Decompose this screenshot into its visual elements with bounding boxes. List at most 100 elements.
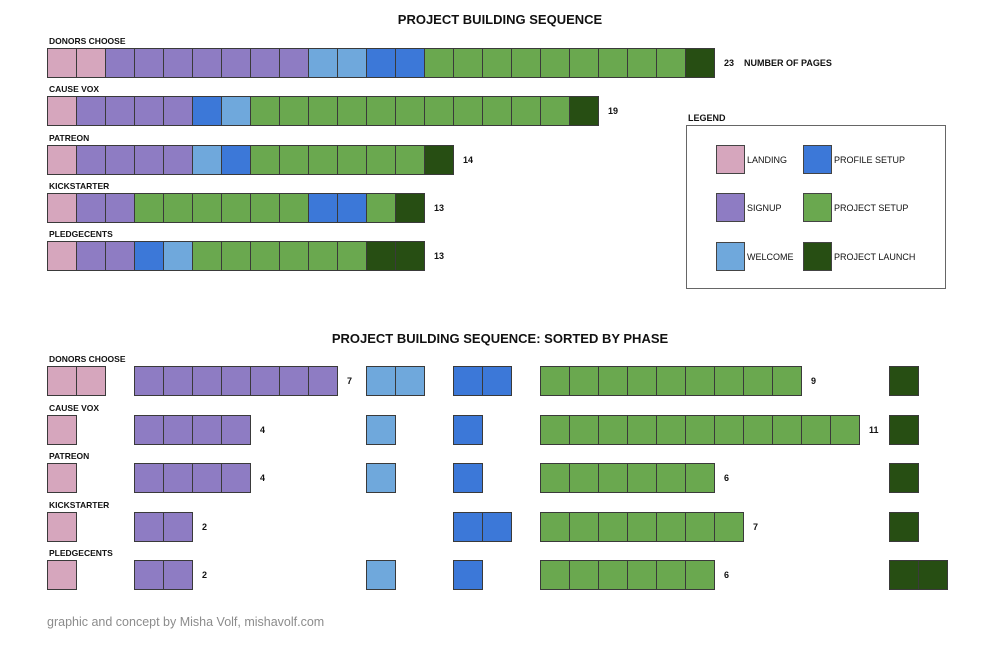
legend-swatch-welcome	[716, 242, 745, 271]
row-label: PLEDGECENTS	[49, 548, 113, 558]
page-cell-signup	[134, 415, 164, 445]
page-cell-project-setup	[598, 512, 628, 542]
legend-item-project-launch: PROJECT LAUNCH	[803, 242, 915, 271]
page-cell-project-setup	[569, 366, 599, 396]
legend-item-welcome: WELCOME	[716, 242, 794, 271]
page-cell-profile-setup	[453, 463, 483, 493]
page-cell-project-setup	[192, 241, 222, 271]
page-cell-project-setup	[453, 48, 483, 78]
page-cell-signup	[192, 366, 222, 396]
page-cell-profile-setup	[482, 512, 512, 542]
page-cell-landing	[47, 366, 77, 396]
page-cell-project-launch	[685, 48, 715, 78]
page-cell-project-setup	[279, 96, 309, 126]
page-cell-landing	[47, 512, 77, 542]
page-cell-project-setup	[250, 96, 280, 126]
phase-count-signup: 4	[260, 425, 265, 435]
page-cell-project-setup	[366, 96, 396, 126]
page-cell-project-setup	[395, 145, 425, 175]
page-cell-project-setup	[627, 415, 657, 445]
page-cell-signup	[105, 145, 135, 175]
page-cell-project-setup	[337, 96, 367, 126]
row-label: DONORS CHOOSE	[49, 36, 126, 46]
page-cell-landing	[76, 48, 106, 78]
page-cell-project-setup	[540, 366, 570, 396]
page-cell-project-setup	[569, 512, 599, 542]
page-cell-project-setup	[569, 415, 599, 445]
page-cell-project-setup	[598, 366, 628, 396]
page-cell-project-setup	[627, 560, 657, 590]
row-label: CAUSE VOX	[49, 84, 99, 94]
page-cell-project-setup	[424, 96, 454, 126]
page-cell-project-setup	[743, 366, 773, 396]
phase-count-project-setup: 9	[811, 376, 816, 386]
page-cell-project-setup	[540, 463, 570, 493]
phase-count-signup: 4	[260, 473, 265, 483]
page-cell-project-setup	[685, 512, 715, 542]
legend-item-landing: LANDING	[716, 145, 787, 174]
page-cell-signup	[134, 560, 164, 590]
legend-item-signup: SIGNUP	[716, 193, 782, 222]
page-cell-project-setup	[598, 48, 628, 78]
page-cell-signup	[308, 366, 338, 396]
phase-count-signup: 2	[202, 570, 207, 580]
page-cell-project-setup	[453, 96, 483, 126]
page-cell-profile-setup	[337, 193, 367, 223]
page-cell-project-setup	[685, 463, 715, 493]
page-cell-project-setup	[250, 193, 280, 223]
page-cell-project-launch	[889, 366, 919, 396]
page-cell-project-launch	[918, 560, 948, 590]
page-cell-project-setup	[830, 415, 860, 445]
page-cell-project-launch	[424, 145, 454, 175]
phase-count-signup: 2	[202, 522, 207, 532]
page-cell-profile-setup	[366, 48, 396, 78]
page-cell-project-launch	[569, 96, 599, 126]
page-cell-landing	[47, 560, 77, 590]
page-cell-signup	[76, 241, 106, 271]
page-cell-welcome	[366, 560, 396, 590]
page-cell-landing	[47, 48, 77, 78]
page-cell-project-setup	[685, 366, 715, 396]
legend-swatch-project-setup	[803, 193, 832, 222]
page-cell-signup	[105, 241, 135, 271]
legend-title: LEGEND	[688, 113, 726, 123]
page-cell-signup	[134, 48, 164, 78]
page-cell-signup	[134, 96, 164, 126]
page-cell-project-setup	[308, 145, 338, 175]
page-cell-signup	[163, 48, 193, 78]
page-cell-project-setup	[250, 241, 280, 271]
page-cell-welcome	[395, 366, 425, 396]
page-cell-project-setup	[714, 512, 744, 542]
page-cell-project-setup	[134, 193, 164, 223]
page-cell-project-setup	[569, 560, 599, 590]
page-cell-signup	[192, 463, 222, 493]
page-cell-landing	[47, 241, 77, 271]
page-cell-landing	[47, 193, 77, 223]
page-cell-landing	[47, 145, 77, 175]
page-cell-project-setup	[540, 415, 570, 445]
page-cell-welcome	[308, 48, 338, 78]
page-cell-welcome	[163, 241, 193, 271]
phase-count-project-setup: 6	[724, 570, 729, 580]
page-cell-project-launch	[889, 415, 919, 445]
page-cell-signup	[105, 193, 135, 223]
page-cell-signup	[134, 463, 164, 493]
page-cell-project-setup	[482, 96, 512, 126]
page-cell-project-setup	[627, 48, 657, 78]
page-cell-signup	[76, 96, 106, 126]
page-cell-project-setup	[656, 415, 686, 445]
page-cell-profile-setup	[453, 560, 483, 590]
row-label: KICKSTARTER	[49, 181, 109, 191]
page-cell-signup	[163, 145, 193, 175]
page-cell-landing	[47, 96, 77, 126]
page-cell-project-setup	[656, 48, 686, 78]
page-cell-project-setup	[540, 512, 570, 542]
page-cell-signup	[76, 193, 106, 223]
page-cell-signup	[163, 415, 193, 445]
row-total: 13	[434, 203, 444, 213]
page-cell-project-setup	[308, 241, 338, 271]
legend-label-profile-setup: PROFILE SETUP	[834, 154, 906, 165]
legend-item-project-setup: PROJECT SETUP	[803, 193, 908, 222]
page-cell-signup	[221, 48, 251, 78]
